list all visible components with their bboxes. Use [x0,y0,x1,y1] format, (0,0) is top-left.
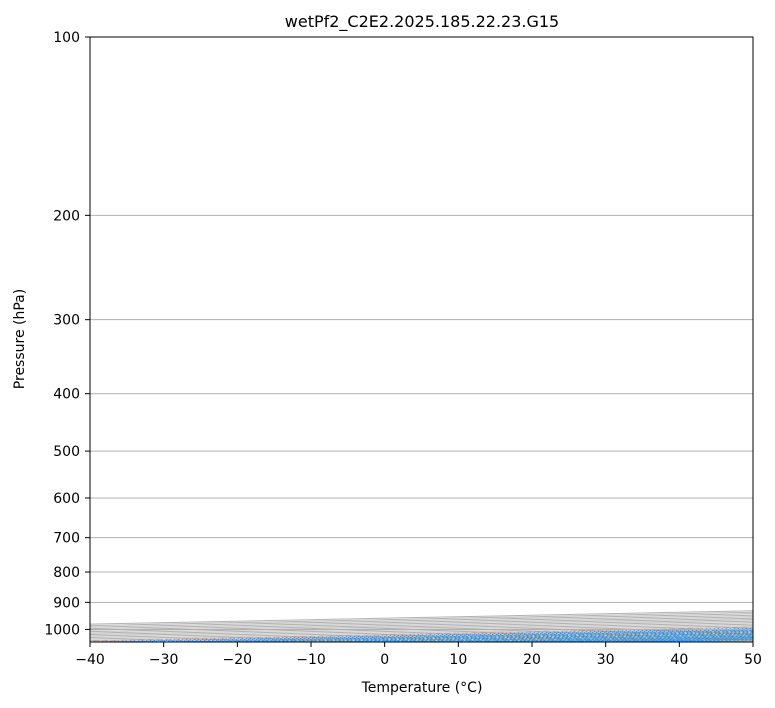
x-tick-label: 40 [670,652,688,668]
y-tick-label: 1000 [44,622,80,638]
chart-title: wetPf2_C2E2.2025.185.22.23.G15 [285,12,559,32]
isobar-gridlines [90,37,753,630]
x-tick-label: −40 [75,652,105,668]
x-tick-label: 10 [449,652,467,668]
plot-frame [89,36,754,643]
y-tick-label: 200 [53,208,80,224]
y-tick-label: 700 [53,531,80,547]
y-tick-label: 500 [53,444,80,460]
x-axis-label: Temperature (°C) [361,680,483,696]
y-axis-ticks: 100 200 300 400 500 600 700 800 900 1000 [44,30,90,638]
y-tick-label: 400 [53,387,80,403]
x-axis-ticks: −40 −30 −20 −10 0 10 20 30 40 50 [75,642,762,668]
y-tick-label: 300 [53,313,80,329]
x-tick-label: 0 [380,652,389,668]
x-tick-label: 20 [523,652,541,668]
y-axis-label: Pressure (hPa) [12,289,28,389]
x-tick-label: −10 [296,652,326,668]
x-tick-label: −20 [223,652,253,668]
y-tick-label: 900 [53,595,80,611]
x-tick-label: 50 [744,652,762,668]
y-tick-label: 100 [53,30,80,46]
y-tick-label: 800 [53,565,80,581]
x-tick-label: −30 [149,652,179,668]
x-tick-label: 30 [597,652,615,668]
y-tick-label: 600 [53,491,80,507]
